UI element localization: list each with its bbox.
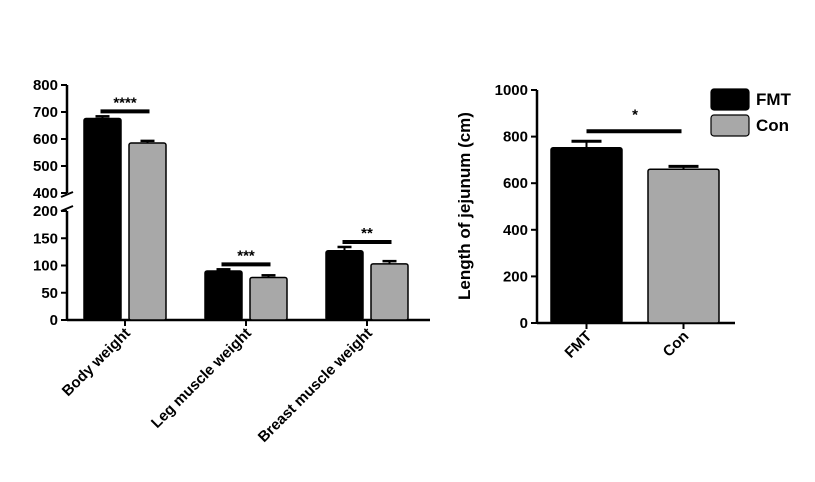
x-tick-label: Breast muscle weight: [255, 325, 376, 446]
y-tick-label: 400: [33, 185, 58, 202]
bar-con: [647, 168, 720, 324]
x-tick-label: Body weight: [59, 325, 134, 400]
legend-swatch-con: [710, 114, 750, 137]
y-tick-label: 200: [33, 203, 58, 220]
y-tick-label: 400: [503, 222, 528, 239]
bar-con: [249, 276, 288, 321]
axis-break-mark: [60, 191, 74, 198]
significance-label: *: [632, 106, 638, 123]
legend-label: Con: [756, 116, 789, 135]
y-tick-label: 200: [503, 268, 528, 285]
y-tick-label: 800: [33, 77, 58, 94]
y-tick-label: 600: [503, 175, 528, 192]
bar-fmt: [325, 250, 364, 321]
y-tick-label: 1000: [495, 82, 528, 99]
y-tick-label: 50: [41, 285, 58, 302]
y-tick-label: 150: [33, 230, 58, 247]
bar-con: [128, 142, 167, 321]
legend-label: FMT: [756, 90, 792, 109]
y-axis-title: Length of jejunum (cm): [455, 112, 474, 300]
right-bar-chart: 0 200 400 600 800 1000 Length of jejunum (cm) F…: [455, 82, 792, 362]
y-tick-label: 0: [520, 315, 528, 332]
y-tick-label: 100: [33, 258, 58, 275]
bar-fmt: [550, 147, 623, 324]
bar-fmt: [204, 270, 243, 321]
legend-swatch-fmt: [710, 88, 750, 111]
x-tick-label: FMT: [562, 328, 596, 362]
y-tick-label: 0: [50, 312, 58, 329]
bar-fmt: [83, 117, 122, 321]
y-tick-label: 700: [33, 104, 58, 121]
significance-label: **: [361, 225, 373, 242]
y-tick-label: 800: [503, 129, 528, 146]
y-tick-label: 600: [33, 131, 58, 148]
bar-con: [370, 263, 409, 321]
x-tick-label: Leg muscle weight: [148, 325, 255, 432]
significance-label: ***: [237, 247, 255, 264]
y-tick-label: 500: [33, 158, 58, 175]
x-tick-label: Con: [660, 328, 693, 361]
significance-label: ****: [113, 94, 137, 111]
